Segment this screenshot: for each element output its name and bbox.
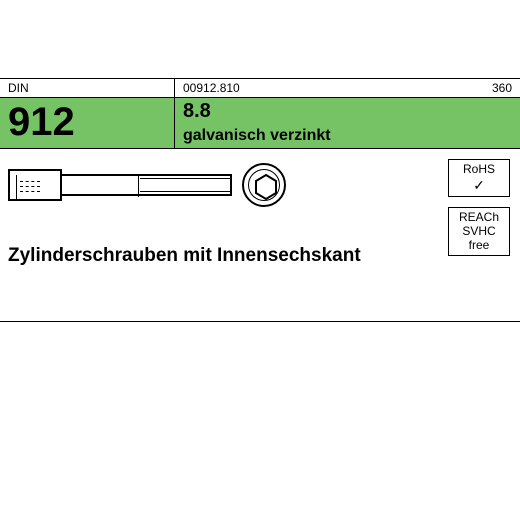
header-top-row: DIN 00912.810 360 xyxy=(0,79,520,98)
rohs-label: RoHS xyxy=(451,163,507,177)
rohs-badge: RoHS ✓ xyxy=(448,159,510,197)
part-number: 00912.810 xyxy=(183,81,240,95)
reach-line2: SVHC xyxy=(451,225,507,239)
screw-thread xyxy=(140,178,230,192)
screw-illustration xyxy=(8,157,298,213)
hexagon-icon xyxy=(252,173,280,201)
check-icon: ✓ xyxy=(451,177,507,193)
content-area: Zylinderschrauben mit Innensechskant RoH… xyxy=(0,149,520,321)
hex-drive-front xyxy=(242,163,286,207)
product-title: Zylinderschrauben mit Innensechskant xyxy=(8,245,361,267)
header-green-row: 912 8.8 galvanisch verzinkt xyxy=(0,98,520,149)
std-label: DIN xyxy=(0,79,175,97)
screw-shaft xyxy=(62,174,232,196)
grade: 8.8 xyxy=(183,100,512,123)
std-number: 912 xyxy=(0,98,175,148)
header-codes: 00912.810 360 xyxy=(175,79,520,97)
reach-line3: free xyxy=(451,239,507,253)
spec-card: DIN 00912.810 360 912 8.8 galvanisch ver… xyxy=(0,78,520,322)
screw-head-side xyxy=(8,169,62,201)
grade-finish: 8.8 galvanisch verzinkt xyxy=(175,98,520,148)
right-code: 360 xyxy=(492,81,512,95)
socket-lines xyxy=(20,177,40,196)
reach-badge: REACh SVHC free xyxy=(448,207,510,256)
finish: galvanisch verzinkt xyxy=(183,127,512,145)
reach-line1: REACh xyxy=(451,211,507,225)
